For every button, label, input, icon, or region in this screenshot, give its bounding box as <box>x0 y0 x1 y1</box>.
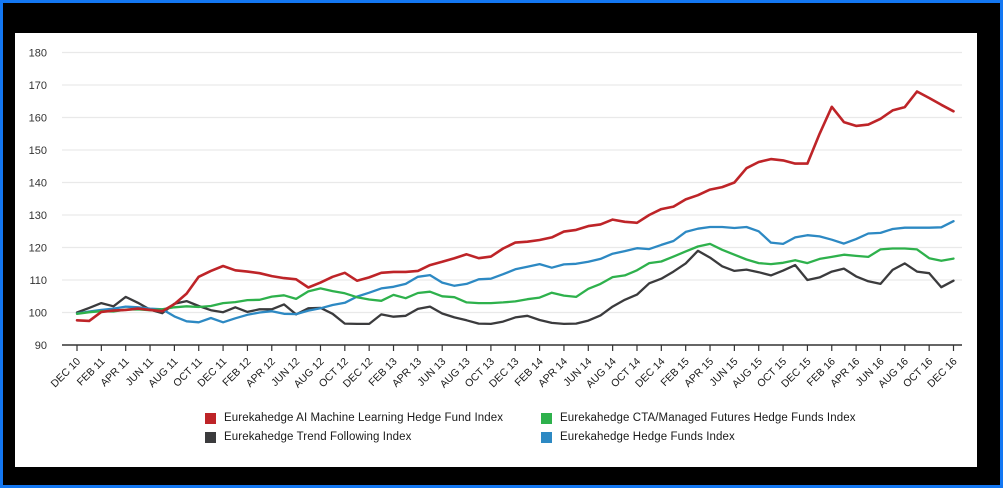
series-line-4 <box>75 220 955 324</box>
x-axis-tick-label: DEC 10 <box>49 356 84 391</box>
legend-label: Eurekahedge Hedge Funds Index <box>560 431 735 443</box>
chart-legend: Eurekahedge AI Machine Learning Hedge Fu… <box>205 412 856 443</box>
y-axis-tick-label: 170 <box>29 80 47 92</box>
legend-swatch-blue <box>541 431 552 443</box>
y-axis-tick-label: 150 <box>29 145 47 157</box>
y-axis-tick-label: 130 <box>29 210 47 222</box>
y-axis-tick-label: 100 <box>29 308 47 320</box>
y-axis-tick-label: 180 <box>29 48 47 60</box>
series-line-2 <box>75 242 955 315</box>
legend-label: Eurekahedge AI Machine Learning Hedge Fu… <box>224 412 504 424</box>
y-axis-tick-label: 90 <box>35 340 47 352</box>
y-axis-tick-label: 120 <box>29 243 47 255</box>
y-axis-tick-label: 110 <box>29 275 47 287</box>
legend-swatch-black <box>205 431 216 443</box>
legend-item-ai-index: Eurekahedge AI Machine Learning Hedge Fu… <box>205 412 541 424</box>
legend-item-hedge-funds-index: Eurekahedge Hedge Funds Index <box>541 431 856 443</box>
legend-swatch-red <box>205 412 216 424</box>
legend-label: Eurekahedge Trend Following Index <box>224 431 412 443</box>
y-axis-tick-label: 140 <box>29 178 47 190</box>
series-line-3 <box>75 249 955 326</box>
y-axis-tick-label: 160 <box>29 113 47 125</box>
legend-item-cta-index: Eurekahedge CTA/Managed Futures Hedge Fu… <box>541 412 856 424</box>
chart-panel: 90 100 110 120 130 140 150 160 170 180 DEC 10 FEB 1… <box>15 33 977 467</box>
legend-label: Eurekahedge CTA/Managed Futures Hedge Fu… <box>560 412 856 424</box>
series-line-1 <box>75 90 955 323</box>
legend-item-trend-following-index: Eurekahedge Trend Following Index <box>205 431 541 443</box>
legend-swatch-green <box>541 412 552 424</box>
